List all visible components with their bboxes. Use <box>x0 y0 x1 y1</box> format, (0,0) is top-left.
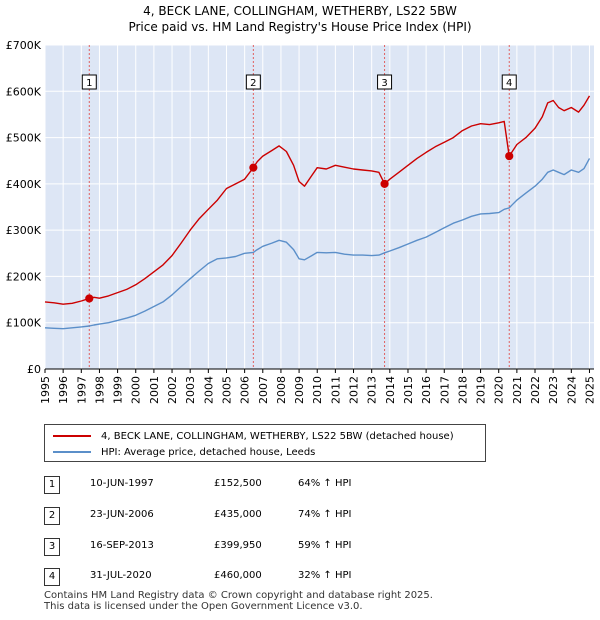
x-tick-label: 2020 <box>493 376 506 404</box>
sale-hpi-change: 64% ↑ HPI <box>298 478 352 489</box>
x-tick-label: 2017 <box>438 376 451 404</box>
x-tick-label: 1998 <box>93 376 106 404</box>
y-tick-label: £700K <box>6 39 42 52</box>
x-tick-label: 1995 <box>39 376 52 404</box>
x-tick-label: 2010 <box>311 376 324 404</box>
chart-title-line2: Price paid vs. HM Land Registry's House … <box>128 20 472 34</box>
sale-marker-label: 1 <box>86 78 92 89</box>
sale-number-badge: 2 <box>44 507 60 525</box>
sale-marker-label: 2 <box>250 78 256 89</box>
legend-swatch-hpi <box>53 451 91 453</box>
footer-licence: This data is licensed under the Open Gov… <box>44 601 363 612</box>
plot-area <box>45 45 594 369</box>
sale-date: 31-JUL-2020 <box>90 570 152 581</box>
sale-marker-box <box>81 74 97 90</box>
y-tick-label: £500K <box>6 132 42 145</box>
x-tick-label: 2019 <box>475 376 488 404</box>
sale-hpi-change: 59% ↑ HPI <box>298 540 352 551</box>
y-tick-label: £400K <box>6 178 42 191</box>
x-tick-label: 2004 <box>202 376 215 404</box>
x-tick-label: 1997 <box>75 376 88 404</box>
table-row: 1 10-JUN-1997 £152,500 64% ↑ HPI <box>44 476 524 496</box>
x-tick-label: 2023 <box>547 376 560 404</box>
sale-marker-box <box>245 74 261 90</box>
legend-swatch-property <box>53 435 91 437</box>
series-line-hpi <box>44 158 591 330</box>
legend-item-property: 4, BECK LANE, COLLINGHAM, WETHERBY, LS22… <box>53 428 454 444</box>
sale-date: 10-JUN-1997 <box>90 478 154 489</box>
x-tick-label: 2015 <box>402 376 415 404</box>
sale-marker-label: 3 <box>381 78 387 89</box>
legend-label-hpi: HPI: Average price, detached house, Leed… <box>101 446 316 458</box>
sale-marker-box <box>377 74 393 90</box>
chart-title: 4, BECK LANE, COLLINGHAM, WETHERBY, LS22… <box>0 3 600 35</box>
sale-point <box>380 179 389 188</box>
chart-title-line1: 4, BECK LANE, COLLINGHAM, WETHERBY, LS22… <box>143 4 457 18</box>
sale-point <box>249 163 258 172</box>
x-tick-label: 2009 <box>293 376 306 404</box>
sale-price: £460,000 <box>214 570 262 581</box>
table-row: 4 31-JUL-2020 £460,000 32% ↑ HPI <box>44 568 524 588</box>
sale-point <box>85 294 94 303</box>
x-tick-label: 2007 <box>257 376 270 404</box>
legend: 4, BECK LANE, COLLINGHAM, WETHERBY, LS22… <box>44 424 486 462</box>
sale-number-badge: 1 <box>44 476 60 494</box>
x-tick-label: 2003 <box>184 376 197 404</box>
sale-price: £152,500 <box>214 478 262 489</box>
price-chart: 1 2 3 4 £0 £100K £200K £300K £400K £500K £600K £70… <box>6 39 597 404</box>
sale-number-badge: 3 <box>44 538 60 556</box>
sale-date: 23-JUN-2006 <box>90 509 154 520</box>
y-tick-label: £100K <box>6 317 42 330</box>
legend-label-property: 4, BECK LANE, COLLINGHAM, WETHERBY, LS22… <box>101 430 454 442</box>
y-tick-label: £0 <box>27 363 41 376</box>
x-tick-label: 2024 <box>565 376 578 404</box>
x-tick-label: 2002 <box>166 376 179 404</box>
x-tick-label: 2012 <box>348 376 361 404</box>
legend-item-hpi: HPI: Average price, detached house, Leed… <box>53 444 315 460</box>
x-tick-label: 2008 <box>275 376 288 404</box>
y-tick-label: £200K <box>6 270 42 283</box>
sale-date: 16-SEP-2013 <box>90 540 154 551</box>
sale-marker-box <box>501 74 517 90</box>
x-tick-label: 2025 <box>583 376 596 404</box>
sale-price: £399,950 <box>214 540 262 551</box>
sale-hpi-change: 32% ↑ HPI <box>298 570 352 581</box>
x-tick-label: 2001 <box>148 376 161 404</box>
table-row: 3 16-SEP-2013 £399,950 59% ↑ HPI <box>44 538 524 558</box>
x-tick-label: 2014 <box>384 376 397 404</box>
sale-marker-label: 4 <box>506 78 512 89</box>
x-tick-label: 2021 <box>511 376 524 404</box>
footer: Contains HM Land Registry data © Crown c… <box>44 590 433 612</box>
x-tick-label: 1999 <box>112 376 125 404</box>
x-tick-label: 2013 <box>366 376 379 404</box>
sale-number-badge: 4 <box>44 568 60 586</box>
x-tick-label: 2018 <box>456 376 469 404</box>
x-tick-label: 2000 <box>130 376 143 404</box>
x-tick-label: 1996 <box>57 376 70 404</box>
x-tick-label: 2016 <box>420 376 433 404</box>
x-tick-label: 2005 <box>220 376 233 404</box>
footer-copyright: Contains HM Land Registry data © Crown c… <box>44 590 433 601</box>
x-tick-label: 2011 <box>329 376 342 404</box>
x-tick-label: 2022 <box>529 376 542 404</box>
x-tick-label: 2006 <box>239 376 252 404</box>
sale-hpi-change: 74% ↑ HPI <box>298 509 352 520</box>
sale-price: £435,000 <box>214 509 262 520</box>
table-row: 2 23-JUN-2006 £435,000 74% ↑ HPI <box>44 507 524 527</box>
sale-point <box>505 151 514 161</box>
y-tick-label: £600K <box>6 85 42 98</box>
series-line-property <box>44 95 591 305</box>
y-tick-label: £300K <box>6 224 42 237</box>
